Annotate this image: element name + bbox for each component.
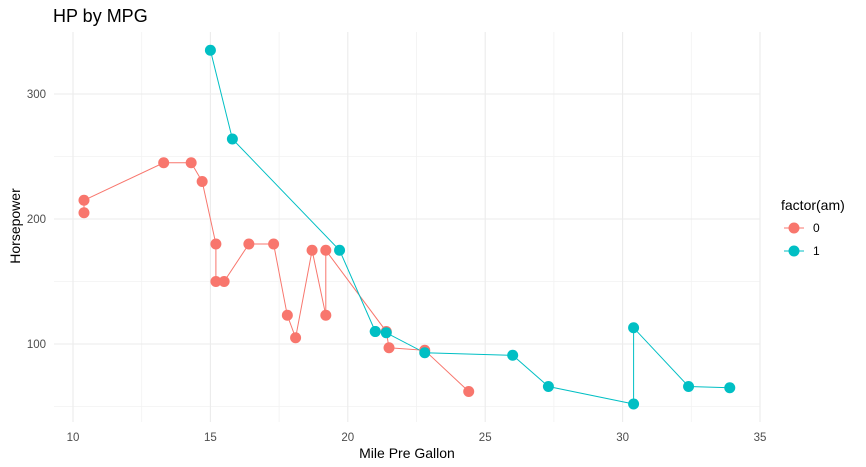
data-point-0: [158, 157, 170, 169]
data-point-1: [226, 133, 238, 145]
data-point-1: [542, 381, 554, 392]
data-point-0: [78, 194, 90, 206]
x-tick-label: 35: [754, 432, 767, 444]
legend-label: 1: [813, 244, 820, 258]
data-point-0: [243, 238, 255, 250]
legend: factor(am) 0 1: [781, 197, 845, 258]
y-axis-title: Horsepower: [7, 188, 23, 264]
data-point-1: [369, 326, 381, 337]
x-axis-ticks: 10 15 20 25 30 35: [67, 432, 767, 444]
grid: [54, 32, 761, 422]
data-point-0: [78, 207, 90, 219]
data-point-0: [320, 244, 332, 256]
data-point-1: [419, 347, 431, 359]
data-point-1: [628, 398, 640, 410]
series-line-1: [209, 50, 730, 405]
data-point-1: [507, 349, 519, 361]
data-point-0: [268, 238, 280, 250]
y-tick-label: 100: [27, 339, 46, 351]
legend-label: 0: [813, 221, 820, 235]
data-point-1: [204, 44, 216, 56]
series-points: [78, 44, 736, 410]
data-point-0: [218, 276, 230, 287]
data-point-0: [210, 276, 222, 287]
x-tick-label: 25: [479, 432, 492, 444]
legend-key-1: [784, 245, 804, 257]
legend-title: factor(am): [781, 197, 845, 213]
legend-key-0: [784, 222, 804, 234]
data-point-0: [463, 386, 475, 397]
y-axis-ticks: 100 200 300: [27, 89, 46, 351]
data-point-1: [683, 381, 695, 392]
data-point-0: [210, 238, 222, 250]
x-axis-title: Mile Pre Gallon: [359, 445, 455, 461]
data-point-0: [383, 342, 395, 354]
data-point-1: [334, 244, 346, 256]
x-tick-label: 15: [204, 432, 217, 444]
series-lines: [83, 50, 730, 405]
chart-title: HP by MPG: [53, 6, 148, 26]
data-point-0: [281, 309, 293, 321]
y-tick-label: 300: [27, 89, 46, 101]
data-point-1: [380, 327, 392, 339]
data-point-0: [306, 244, 318, 256]
data-point-1: [628, 322, 640, 334]
data-point-0: [196, 176, 208, 187]
legend-key-point: [788, 245, 800, 257]
legend-key-point: [788, 222, 800, 234]
y-tick-label: 200: [27, 214, 46, 226]
data-point-1: [724, 382, 736, 394]
data-point-0: [185, 157, 197, 169]
data-point-0: [320, 309, 332, 321]
x-tick-label: 10: [67, 432, 80, 444]
x-tick-label: 20: [341, 432, 354, 444]
data-point-0: [290, 332, 302, 344]
x-tick-label: 30: [616, 432, 629, 444]
